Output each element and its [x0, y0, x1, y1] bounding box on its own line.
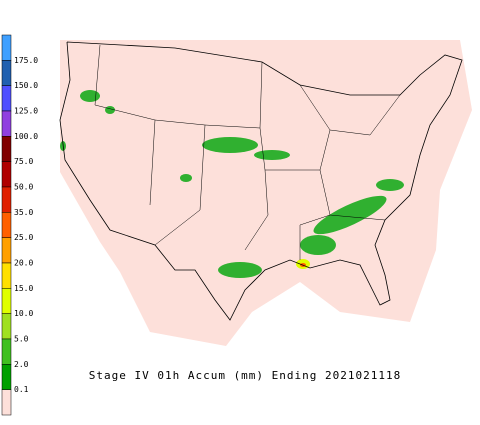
- colorbar-swatch: [1, 85, 12, 112]
- caption: Stage IV 01h Accum (mm) Ending 202102111…: [89, 369, 402, 382]
- colorbar-swatch: [1, 288, 12, 314]
- colorbar-swatch: [1, 110, 12, 137]
- colorbar-label: 15.0: [14, 284, 33, 293]
- colorbar-swatch: [1, 34, 12, 61]
- colorbar-swatch: [1, 338, 12, 365]
- colorbar-swatch: [1, 136, 12, 162]
- colorbar-label: 175.0: [14, 56, 38, 65]
- colorbar-swatch: [1, 212, 12, 238]
- colorbar-swatch: [1, 313, 12, 340]
- colorbar-swatch: [1, 364, 12, 390]
- coverage-area: [60, 40, 472, 346]
- colorbar-label: 10.0: [14, 309, 33, 318]
- colorbar-label: 35.0: [14, 208, 33, 217]
- colorbar-label: 100.0: [14, 132, 38, 141]
- colorbar: 175.0 150.0 125.0 100.0 75.0 50.0 35.0 25.0 20.0…: [1, 34, 38, 416]
- colorbar-label: 75.0: [14, 157, 33, 166]
- colorbar-label: 125.0: [14, 107, 38, 116]
- colorbar-label: 150.0: [14, 81, 38, 90]
- colorbar-label: 2.0: [14, 360, 29, 369]
- colorbar-swatch: [1, 60, 12, 86]
- colorbar-swatch: [1, 389, 12, 416]
- state-lines: [94, 44, 401, 260]
- colorbar-swatch: [1, 186, 12, 213]
- us-outline: [59, 41, 463, 321]
- colorbar-label: 5.0: [14, 335, 29, 344]
- colorbar-label: 25.0: [14, 233, 33, 242]
- colorbar-swatch: [1, 262, 12, 289]
- colorbar-swatch: [1, 237, 12, 264]
- colorbar-label: 20.0: [14, 259, 33, 268]
- colorbar-label: 0.1: [14, 385, 29, 394]
- colorbar-label: 50.0: [14, 183, 33, 192]
- colorbar-swatch: [1, 161, 12, 188]
